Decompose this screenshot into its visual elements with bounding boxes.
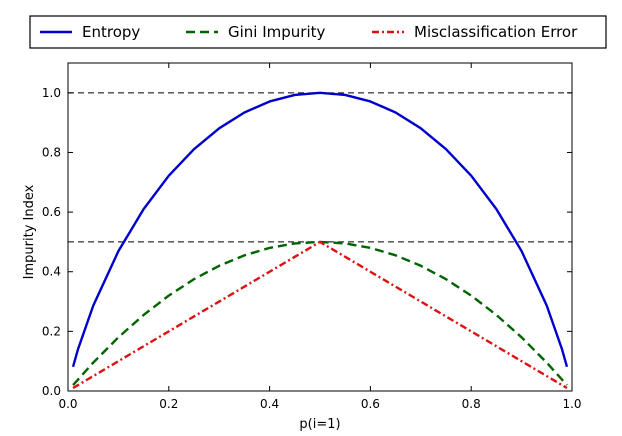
x-tick-label: 0.2 bbox=[159, 397, 178, 411]
y-tick-label: 1.0 bbox=[42, 86, 61, 100]
legend-label-1: Gini Impurity bbox=[228, 23, 326, 41]
legend-label-2: Misclassification Error bbox=[414, 23, 578, 41]
x-tick-label: 0.8 bbox=[462, 397, 481, 411]
series-line-misclassification-error bbox=[72, 240, 568, 390]
y-axis-label: Impurity Index bbox=[22, 184, 37, 279]
y-tick-label: 0.8 bbox=[42, 145, 61, 159]
x-tick-label: 1.0 bbox=[562, 397, 581, 411]
x-tick-label: 0.4 bbox=[260, 397, 279, 411]
legend-label-0: Entropy bbox=[82, 23, 140, 41]
x-axis-label: p(i=1) bbox=[299, 417, 340, 432]
y-tick-label: 0.0 bbox=[42, 384, 61, 398]
plot-area: 0.0 0.2 0.4 0.6 0.8 1.0 0.0 0.2 0.4 0.6 0.8 1.0 bbox=[42, 62, 582, 411]
y-tick-label: 0.6 bbox=[42, 205, 61, 219]
x-tick-label: 0.6 bbox=[361, 397, 380, 411]
x-tick-label: 0.0 bbox=[58, 397, 77, 411]
legend-frame bbox=[29, 15, 607, 49]
y-tick-label: 0.2 bbox=[42, 324, 61, 338]
legend: Entropy Gini Impurity Misclassification Er… bbox=[29, 15, 607, 49]
y-tick-label: 0.4 bbox=[42, 265, 61, 279]
axes-frame bbox=[67, 62, 573, 392]
series-line-entropy bbox=[71, 91, 569, 368]
